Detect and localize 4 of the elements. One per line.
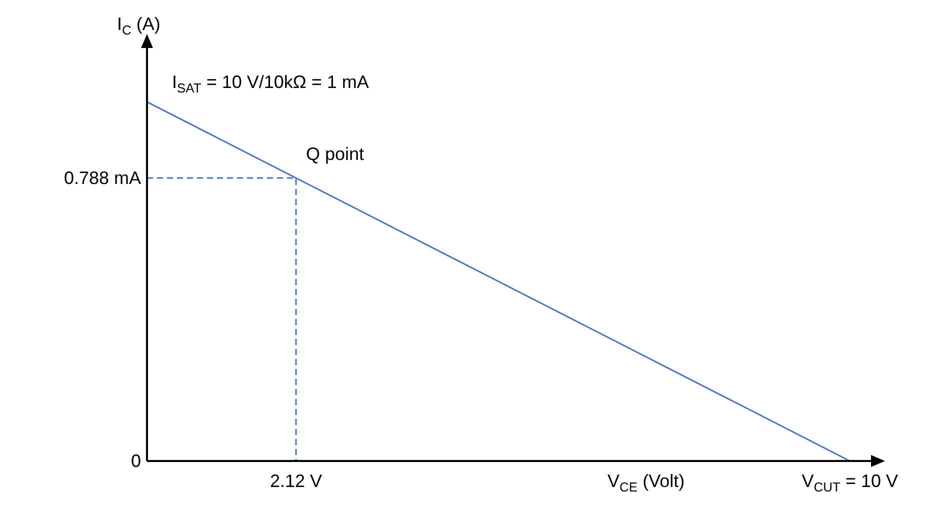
x-tick-label: 2.12 V (270, 471, 322, 491)
y-tick-label: 0 (130, 451, 142, 471)
annotation: Q point (306, 144, 364, 164)
y-tick-label: 0.788 mA (64, 168, 141, 188)
